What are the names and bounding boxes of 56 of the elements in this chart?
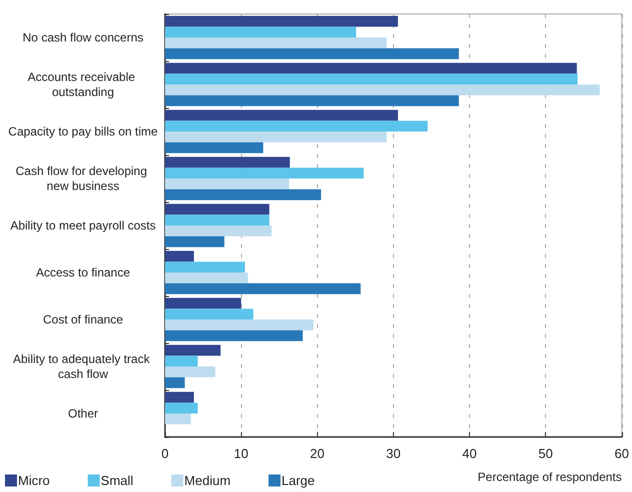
bar <box>165 16 398 27</box>
bar <box>165 236 224 248</box>
bar <box>165 262 245 272</box>
x-axis-title: Percentage of respondents <box>478 470 622 484</box>
bar <box>165 38 387 48</box>
bar <box>165 272 248 284</box>
legend-label: Micro <box>18 473 50 488</box>
x-tick-label: 0 <box>161 446 169 461</box>
bar <box>165 344 221 356</box>
bar <box>165 120 428 132</box>
bar <box>165 62 577 74</box>
bar <box>165 132 387 142</box>
y-tick-label: Capacity to pay bills on time <box>8 124 158 138</box>
y-tick-label: Cost of finance <box>42 312 124 326</box>
bar <box>165 48 459 60</box>
y-tick-label: Accounts receivable outstanding <box>28 70 138 99</box>
bar <box>165 414 191 424</box>
bar <box>165 226 272 236</box>
bar <box>165 377 185 388</box>
y-tick-label: Cash flow for developing new business <box>16 164 150 193</box>
x-tick-label: 20 <box>310 446 324 461</box>
x-tick-label: 40 <box>462 446 477 461</box>
bar <box>165 189 322 200</box>
bar <box>165 283 361 294</box>
y-tick-label: Ability to meet payroll costs <box>10 218 156 232</box>
bar <box>165 214 270 226</box>
bar <box>165 26 356 38</box>
bar <box>165 392 194 403</box>
bar <box>165 142 264 154</box>
bar <box>165 320 314 330</box>
y-tick-label: Access to finance <box>36 266 130 280</box>
bar <box>165 356 198 366</box>
y-tick-label: No cash flow concerns <box>22 30 144 44</box>
bar <box>165 84 600 96</box>
x-tick-label: 10 <box>234 446 248 461</box>
bar <box>165 204 270 215</box>
y-tick-label: Ability to adequately track cash flow <box>12 352 154 381</box>
bar <box>165 250 194 262</box>
x-tick-label: 50 <box>538 446 553 461</box>
bar <box>165 330 303 342</box>
bar <box>165 156 290 168</box>
legend-label: Medium <box>184 473 231 488</box>
bar <box>165 178 290 190</box>
bar <box>165 308 254 320</box>
bar <box>165 95 459 106</box>
bar <box>165 366 216 378</box>
bar <box>165 110 398 121</box>
bar <box>165 168 364 178</box>
x-tick-label: 60 <box>614 446 630 461</box>
y-tick-label: Other <box>68 406 98 420</box>
legend-label: Large <box>282 473 315 488</box>
x-tick-label: 30 <box>386 446 401 461</box>
legend-label: Small <box>100 473 134 488</box>
bar <box>165 402 198 414</box>
bar <box>165 298 242 309</box>
bar <box>165 74 578 84</box>
